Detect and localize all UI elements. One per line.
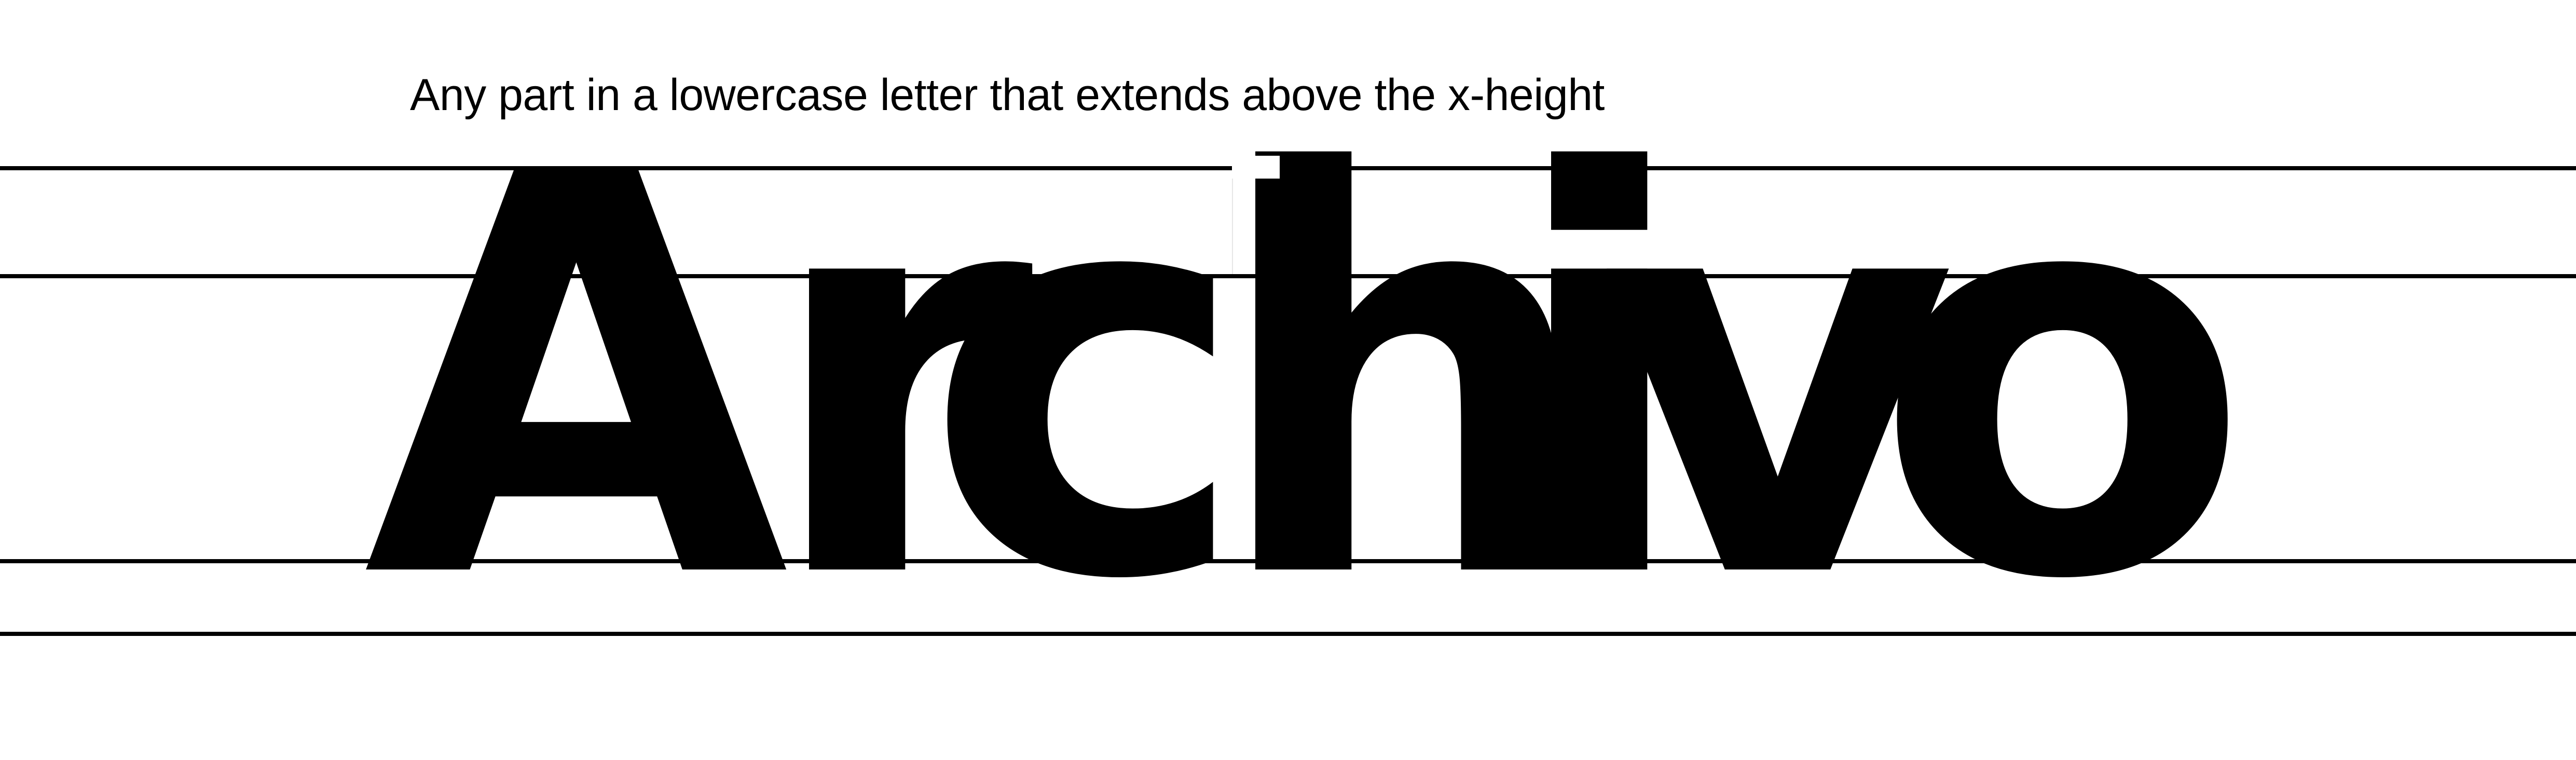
ascender-line [0, 166, 2576, 170]
letter-o: o [1873, 59, 2252, 699]
descender-line [0, 632, 2576, 636]
letter-A: A [363, 59, 789, 699]
ascender-highlight-edge [1232, 179, 1233, 274]
definition-caption: Any part in a lowercase letter that exte… [410, 70, 1605, 120]
letter-i: i [1505, 59, 1694, 699]
letter-c: c [924, 59, 1250, 699]
letter-h-ascender-example: h [1209, 59, 1601, 699]
baseline [0, 559, 2576, 563]
ascender-highlight-gap [1232, 156, 1280, 179]
letter-r: r [763, 59, 1034, 699]
letter-v: v [1598, 59, 1957, 699]
x-height-line [0, 274, 2576, 278]
